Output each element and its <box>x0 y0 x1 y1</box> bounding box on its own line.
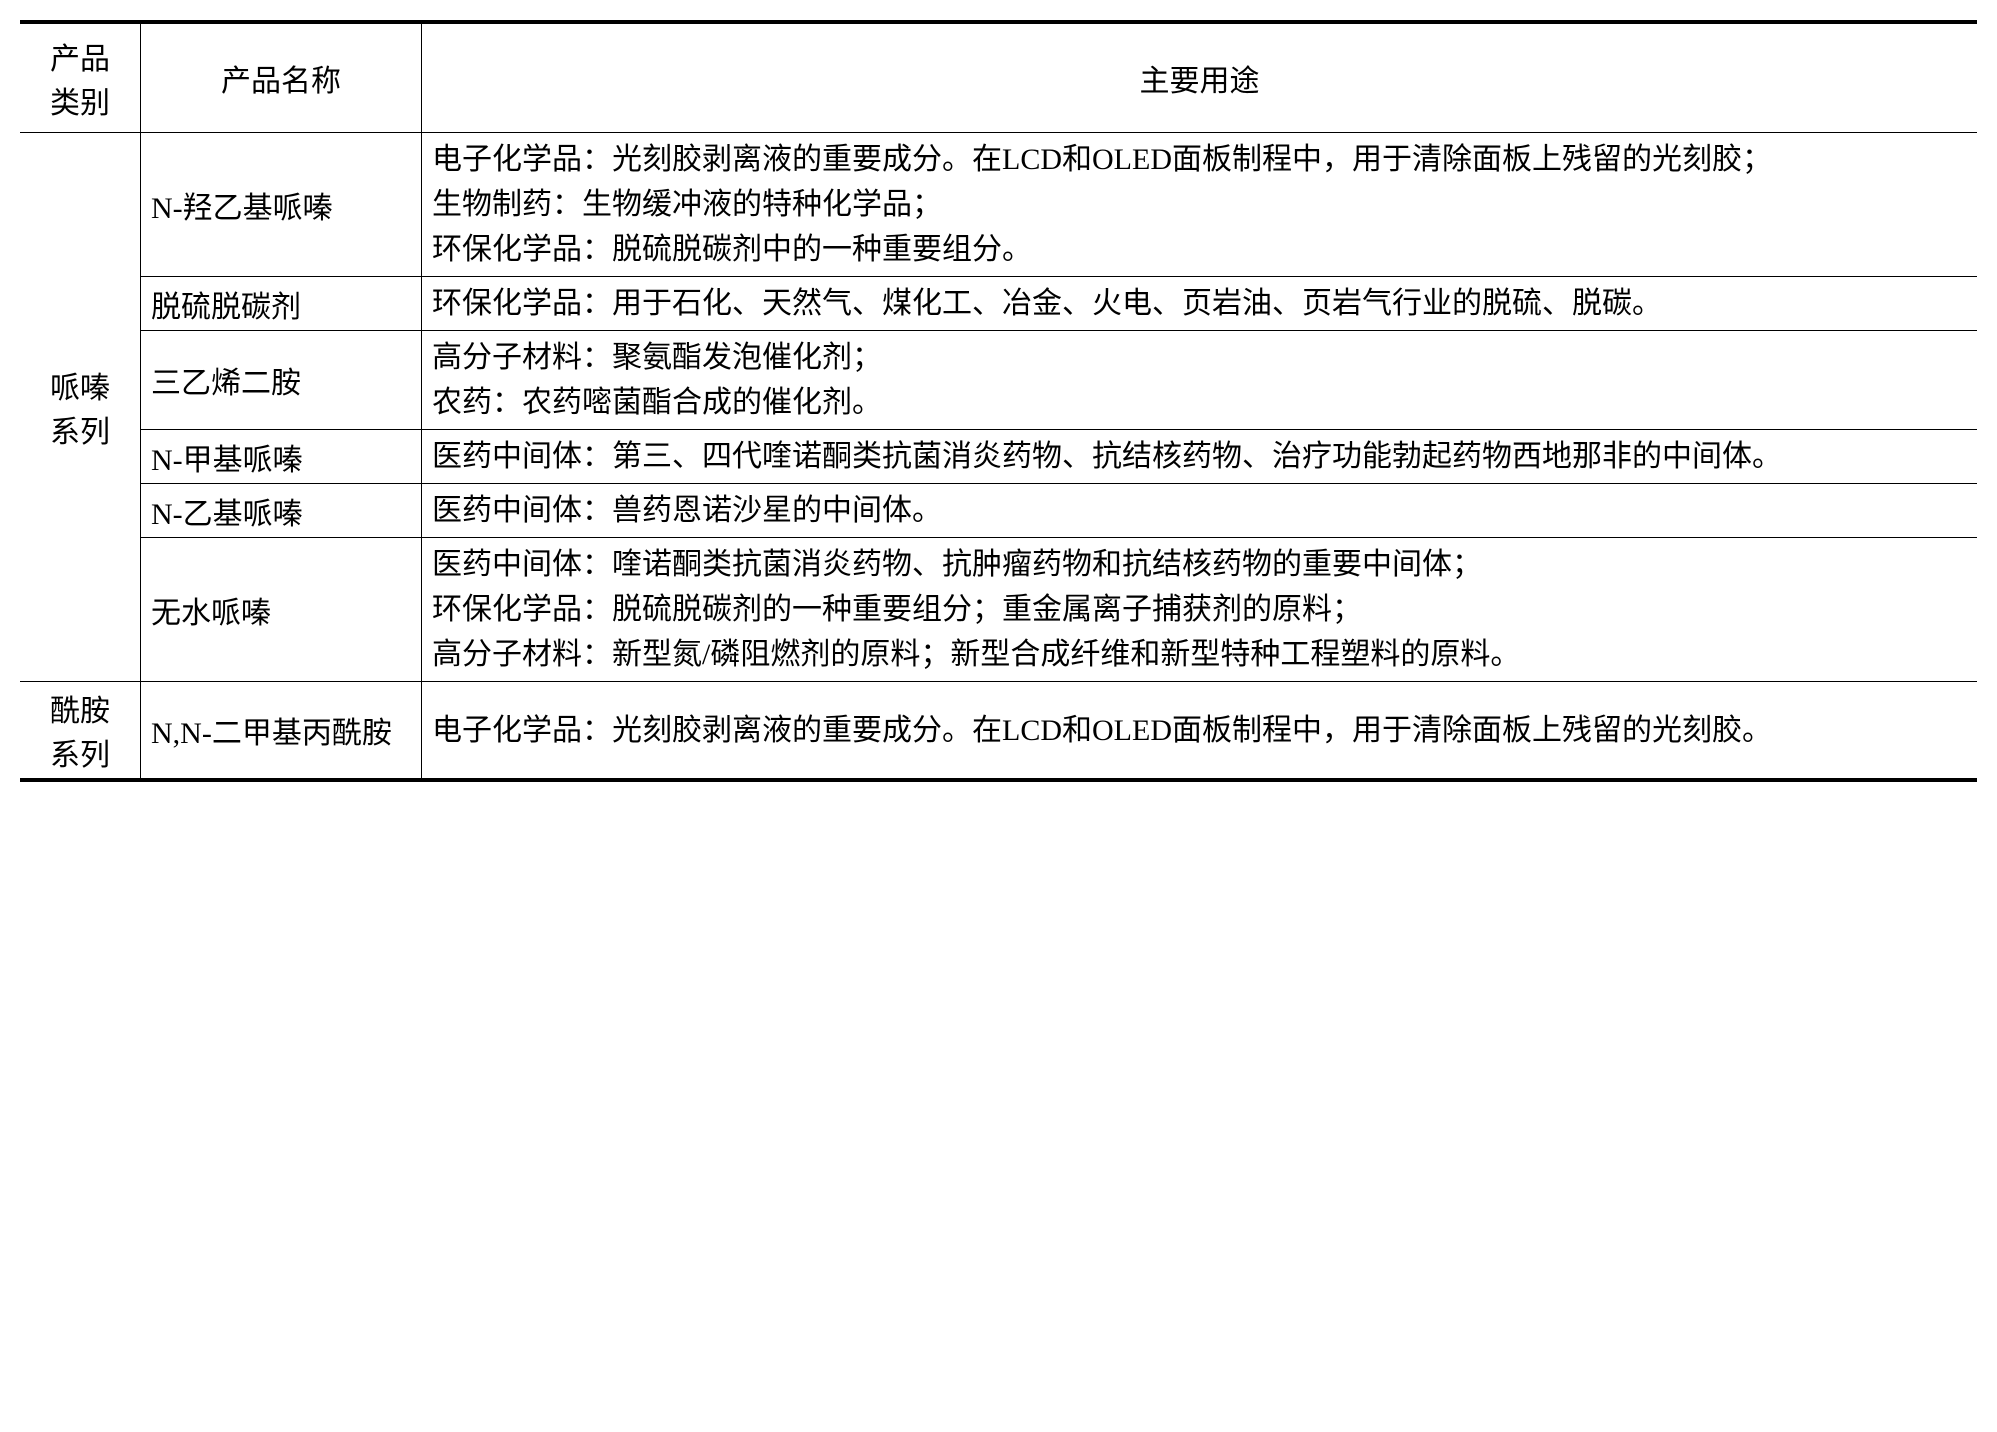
product-table: 产品类别 产品名称 主要用途 哌嗪系列 N-羟乙基哌嗪 电子化学品：光刻胶剥离液… <box>20 20 1977 782</box>
table-row: 哌嗪系列 N-羟乙基哌嗪 电子化学品：光刻胶剥离液的重要成分。在LCD和OLED… <box>20 133 1977 277</box>
cell-name: 脱硫脱碳剂 <box>141 277 422 331</box>
table-row: 酰胺系列 N,N-二甲基丙酰胺 电子化学品：光刻胶剥离液的重要成分。在LCD和O… <box>20 682 1977 781</box>
cell-category: 酰胺系列 <box>20 682 141 781</box>
cell-usage: 医药中间体：第三、四代喹诺酮类抗菌消炎药物、抗结核药物、治疗功能勃起药物西地那非… <box>432 434 1967 479</box>
cell-usage: 医药中间体：喹诺酮类抗菌消炎药物、抗肿瘤药物和抗结核药物的重要中间体；环保化学品… <box>432 542 1967 677</box>
cell-name: N-乙基哌嗪 <box>141 484 422 538</box>
cell-name: N-甲基哌嗪 <box>141 430 422 484</box>
cell-name: N,N-二甲基丙酰胺 <box>141 682 422 781</box>
cell-name: 无水哌嗪 <box>141 538 422 682</box>
cell-category: 哌嗪系列 <box>20 133 141 682</box>
table-row: 无水哌嗪 医药中间体：喹诺酮类抗菌消炎药物、抗肿瘤药物和抗结核药物的重要中间体；… <box>20 538 1977 682</box>
cell-usage: 医药中间体：兽药恩诺沙星的中间体。 <box>432 488 1967 533</box>
table-row: N-乙基哌嗪 医药中间体：兽药恩诺沙星的中间体。 <box>20 484 1977 538</box>
header-usage: 主要用途 <box>422 22 1978 133</box>
table-header-row: 产品类别 产品名称 主要用途 <box>20 22 1977 133</box>
header-name: 产品名称 <box>141 22 422 133</box>
cell-usage: 环保化学品：用于石化、天然气、煤化工、冶金、火电、页岩油、页岩气行业的脱硫、脱碳… <box>432 281 1967 326</box>
table-body: 哌嗪系列 N-羟乙基哌嗪 电子化学品：光刻胶剥离液的重要成分。在LCD和OLED… <box>20 133 1977 781</box>
header-category: 产品类别 <box>20 22 141 133</box>
table-row: 三乙烯二胺 高分子材料：聚氨酯发泡催化剂；农药：农药嘧菌酯合成的催化剂。 <box>20 331 1977 430</box>
table-row: 脱硫脱碳剂 环保化学品：用于石化、天然气、煤化工、冶金、火电、页岩油、页岩气行业… <box>20 277 1977 331</box>
table-row: N-甲基哌嗪 医药中间体：第三、四代喹诺酮类抗菌消炎药物、抗结核药物、治疗功能勃… <box>20 430 1977 484</box>
cell-name: N-羟乙基哌嗪 <box>141 133 422 277</box>
cell-name: 三乙烯二胺 <box>141 331 422 430</box>
cell-usage: 电子化学品：光刻胶剥离液的重要成分。在LCD和OLED面板制程中，用于清除面板上… <box>432 708 1967 753</box>
cell-usage: 高分子材料：聚氨酯发泡催化剂；农药：农药嘧菌酯合成的催化剂。 <box>432 335 1967 425</box>
cell-usage: 电子化学品：光刻胶剥离液的重要成分。在LCD和OLED面板制程中，用于清除面板上… <box>432 137 1967 272</box>
